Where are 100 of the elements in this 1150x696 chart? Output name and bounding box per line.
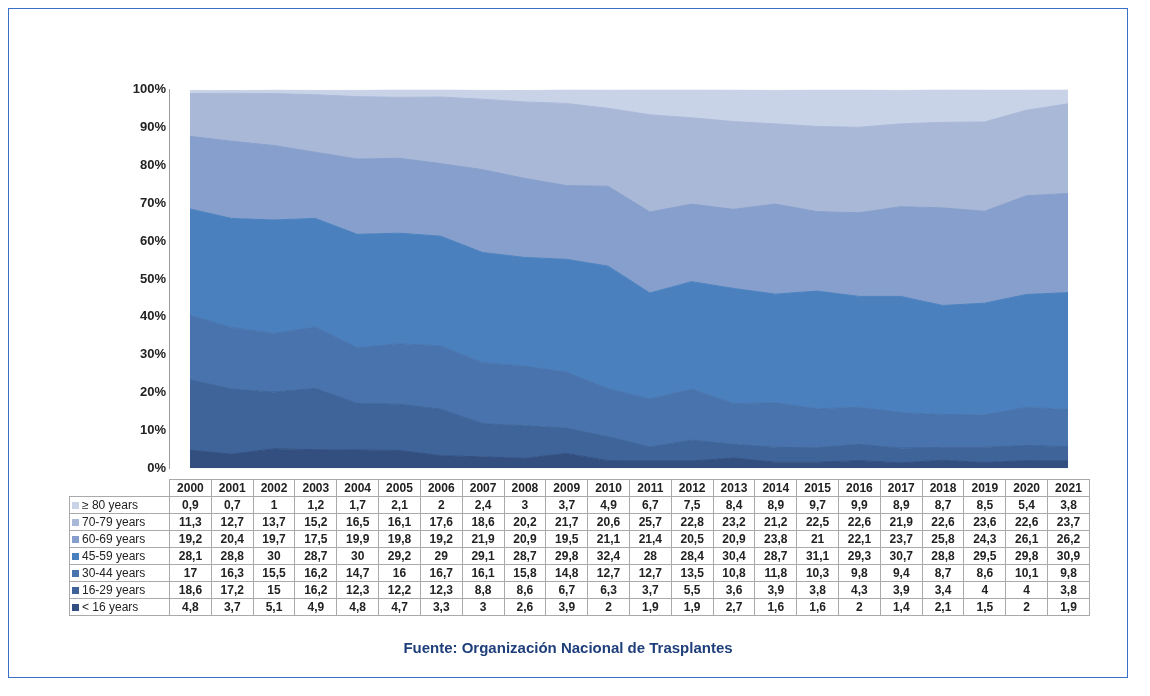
- data-label: 30,9: [1047, 547, 1090, 565]
- data-label: 4,9: [587, 496, 630, 514]
- data-label: 13,5: [671, 564, 714, 582]
- y-tick-label: 40%: [139, 308, 167, 324]
- data-label: 5,5: [671, 581, 714, 599]
- data-label: 8,9: [754, 496, 797, 514]
- legend-label: 30-44 years: [82, 565, 146, 580]
- data-label: 19,9: [336, 530, 379, 548]
- data-label: 30: [336, 547, 379, 565]
- x-tick-label: 2011: [629, 479, 672, 497]
- data-label: 21,9: [880, 513, 923, 531]
- data-label: 9,9: [838, 496, 881, 514]
- data-label: 2: [420, 496, 463, 514]
- data-label: 30: [253, 547, 295, 565]
- data-label: 5,1: [253, 598, 295, 616]
- data-label: 28,8: [922, 547, 964, 565]
- data-label: 15: [253, 581, 295, 599]
- legend-label: 70-79 years: [82, 514, 146, 529]
- data-label: 25,8: [922, 530, 964, 548]
- x-tick-label: 2003: [294, 479, 337, 497]
- data-label: 26,2: [1047, 530, 1090, 548]
- data-label: 2: [1005, 598, 1048, 616]
- data-label: 4: [1005, 581, 1048, 599]
- data-label: 17,2: [211, 581, 254, 599]
- data-label: 23,2: [713, 513, 755, 531]
- data-label: 28: [629, 547, 672, 565]
- data-label: 2,6: [504, 598, 546, 616]
- data-label: 1,7: [336, 496, 379, 514]
- x-tick-label: 2019: [963, 479, 1006, 497]
- x-tick-label: 2004: [336, 479, 379, 497]
- data-label: 6,7: [545, 581, 588, 599]
- data-label: 0,9: [169, 496, 212, 514]
- data-label: 3,8: [1047, 496, 1090, 514]
- data-label: 3,6: [713, 581, 755, 599]
- x-tick-label: 2007: [462, 479, 504, 497]
- x-tick-label: 2013: [713, 479, 755, 497]
- data-label: 4: [963, 581, 1006, 599]
- data-label: 28,7: [294, 547, 337, 565]
- data-label: 6,3: [587, 581, 630, 599]
- data-label: 10,8: [713, 564, 755, 582]
- data-label: 16,2: [294, 564, 337, 582]
- y-tick-label: 30%: [139, 346, 167, 362]
- x-tick-label: 2001: [211, 479, 254, 497]
- legend-label: ≥ 80 years: [82, 497, 138, 512]
- data-label: 16,1: [462, 564, 504, 582]
- data-label: 14,8: [545, 564, 588, 582]
- data-label: 21,1: [587, 530, 630, 548]
- data-label: 13,7: [253, 513, 295, 531]
- data-label: 30,4: [713, 547, 755, 565]
- data-label: 29,8: [545, 547, 588, 565]
- data-label: 29,2: [378, 547, 421, 565]
- data-label: 12,3: [420, 581, 463, 599]
- data-label: 25,7: [629, 513, 672, 531]
- data-label: 6,7: [629, 496, 672, 514]
- data-label: 1: [253, 496, 295, 514]
- x-tick-label: 2014: [754, 479, 797, 497]
- data-label: 20,9: [713, 530, 755, 548]
- data-label: 9,7: [796, 496, 839, 514]
- data-label: 2: [838, 598, 881, 616]
- data-label: 4,7: [378, 598, 421, 616]
- y-tick-label: 90%: [139, 119, 167, 135]
- data-label: 12,7: [211, 513, 254, 531]
- x-tick-label: 2000: [169, 479, 212, 497]
- data-label: 21,7: [545, 513, 588, 531]
- data-label: 8,8: [462, 581, 504, 599]
- data-label: 16: [378, 564, 421, 582]
- x-tick-label: 2005: [378, 479, 421, 497]
- x-tick-label: 2002: [253, 479, 295, 497]
- data-label: 16,7: [420, 564, 463, 582]
- data-label: 4,8: [336, 598, 379, 616]
- data-label: 26,1: [1005, 530, 1048, 548]
- data-label: 8,6: [504, 581, 546, 599]
- data-label: 12,2: [378, 581, 421, 599]
- legend-label: 60-69 years: [82, 531, 146, 546]
- data-label: 21,9: [462, 530, 504, 548]
- data-label: 8,7: [922, 564, 964, 582]
- data-label: 28,7: [504, 547, 546, 565]
- data-label: 12,7: [629, 564, 672, 582]
- data-label: 29: [420, 547, 463, 565]
- data-label: 21: [796, 530, 839, 548]
- data-label: 2,1: [922, 598, 964, 616]
- data-label: 3,8: [1047, 581, 1090, 599]
- data-label: 24,3: [963, 530, 1006, 548]
- data-label: 16,1: [378, 513, 421, 531]
- data-label: 10,1: [1005, 564, 1048, 582]
- y-tick-label: 80%: [139, 157, 167, 173]
- x-tick-label: 2017: [880, 479, 923, 497]
- x-tick-label: 2010: [587, 479, 630, 497]
- y-tick-label: 70%: [139, 194, 167, 210]
- y-tick-label: 20%: [139, 384, 167, 400]
- data-label: 3,3: [420, 598, 463, 616]
- y-tick-label: 100%: [132, 81, 167, 97]
- data-label: 29,8: [1005, 547, 1048, 565]
- data-label: 8,6: [963, 564, 1006, 582]
- data-label: 12,7: [587, 564, 630, 582]
- data-label: 9,4: [880, 564, 923, 582]
- x-tick-label: 2020: [1005, 479, 1048, 497]
- data-label: 10,3: [796, 564, 839, 582]
- data-label: 8,5: [963, 496, 1006, 514]
- data-label: 2,7: [713, 598, 755, 616]
